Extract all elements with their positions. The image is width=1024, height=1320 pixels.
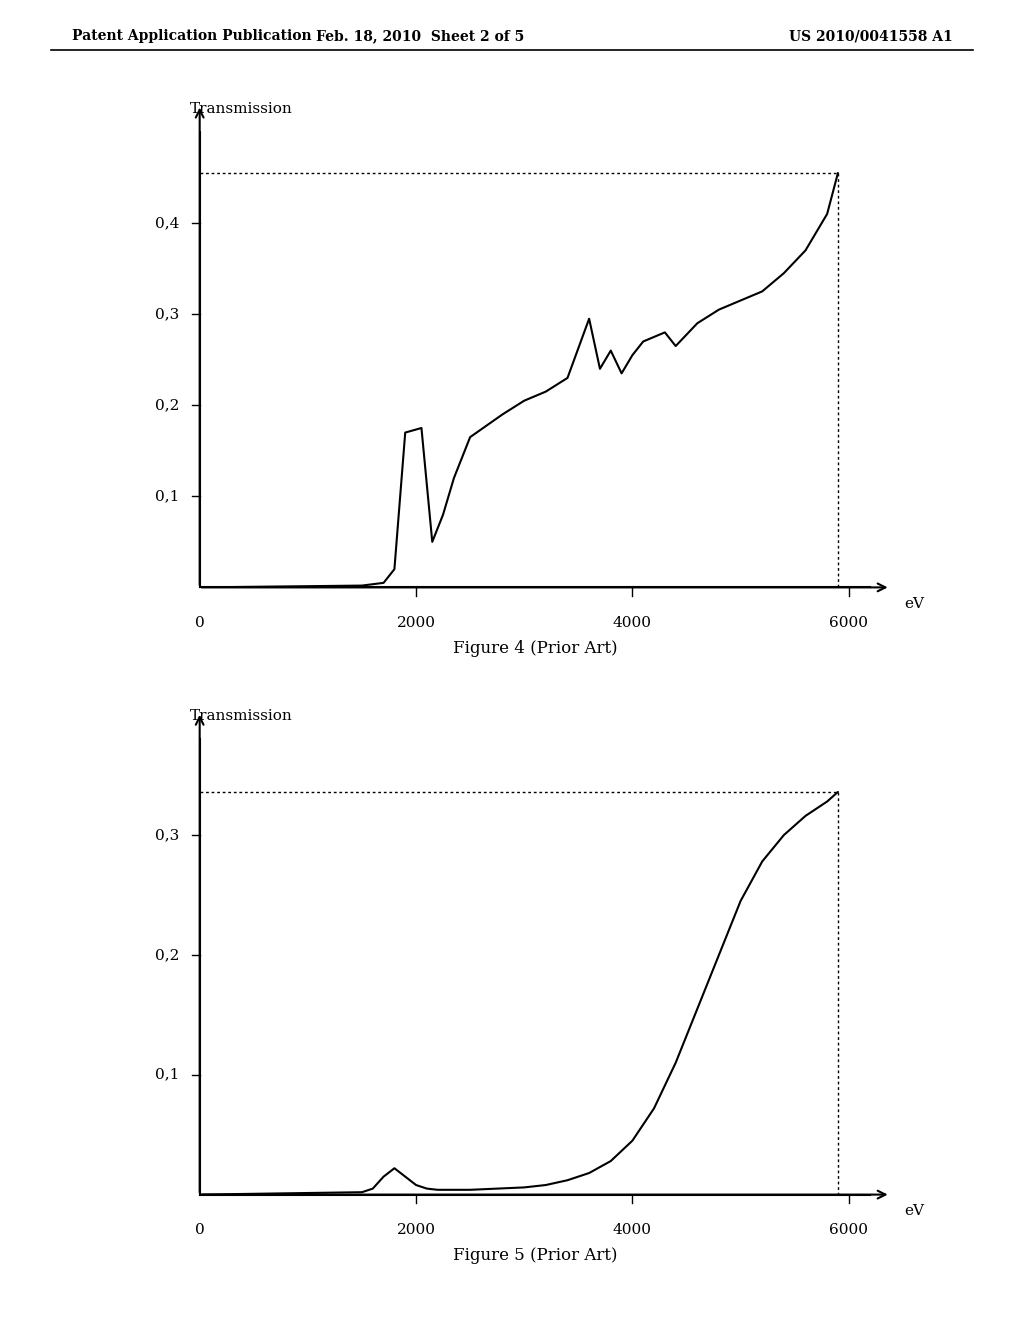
- Text: US 2010/0041558 A1: US 2010/0041558 A1: [788, 29, 952, 44]
- Text: 0: 0: [195, 1224, 205, 1237]
- Text: Figure 4 (Prior Art): Figure 4 (Prior Art): [453, 640, 617, 657]
- Text: 0,1: 0,1: [156, 490, 179, 503]
- Text: 2000: 2000: [396, 1224, 435, 1237]
- Text: 4000: 4000: [613, 1224, 652, 1237]
- Text: 0,3: 0,3: [156, 828, 179, 842]
- Text: Transmission: Transmission: [189, 709, 292, 723]
- Text: Transmission: Transmission: [189, 102, 292, 116]
- Text: 0,2: 0,2: [156, 399, 179, 412]
- Text: 0,4: 0,4: [156, 216, 179, 230]
- Text: 2000: 2000: [396, 616, 435, 630]
- Text: Patent Application Publication: Patent Application Publication: [72, 29, 311, 44]
- Text: 0,1: 0,1: [156, 1068, 179, 1082]
- Text: Feb. 18, 2010  Sheet 2 of 5: Feb. 18, 2010 Sheet 2 of 5: [315, 29, 524, 44]
- Text: 0,3: 0,3: [156, 308, 179, 321]
- Text: eV: eV: [904, 1204, 924, 1218]
- Text: 6000: 6000: [829, 1224, 868, 1237]
- Text: eV: eV: [904, 597, 924, 611]
- Text: 6000: 6000: [829, 616, 868, 630]
- Text: Figure 5 (Prior Art): Figure 5 (Prior Art): [453, 1247, 617, 1265]
- Text: 0,2: 0,2: [156, 948, 179, 962]
- Text: 4000: 4000: [613, 616, 652, 630]
- Text: 0: 0: [195, 616, 205, 630]
